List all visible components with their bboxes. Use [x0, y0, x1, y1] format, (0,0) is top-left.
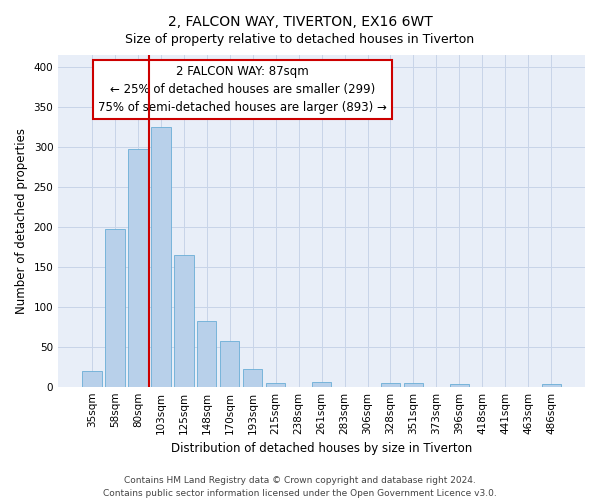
- Text: Contains HM Land Registry data © Crown copyright and database right 2024.
Contai: Contains HM Land Registry data © Crown c…: [103, 476, 497, 498]
- Bar: [82, 370, 101, 386]
- Bar: [381, 382, 400, 386]
- Bar: [151, 127, 170, 386]
- Bar: [128, 148, 148, 386]
- Bar: [243, 369, 262, 386]
- Bar: [174, 255, 194, 386]
- Text: Size of property relative to detached houses in Tiverton: Size of property relative to detached ho…: [125, 32, 475, 46]
- Bar: [449, 384, 469, 386]
- Bar: [542, 384, 561, 386]
- Bar: [312, 382, 331, 386]
- Text: 2, FALCON WAY, TIVERTON, EX16 6WT: 2, FALCON WAY, TIVERTON, EX16 6WT: [167, 15, 433, 29]
- Bar: [197, 321, 217, 386]
- Text: 2 FALCON WAY: 87sqm
← 25% of detached houses are smaller (299)
75% of semi-detac: 2 FALCON WAY: 87sqm ← 25% of detached ho…: [98, 65, 387, 114]
- Bar: [266, 382, 286, 386]
- Bar: [105, 229, 125, 386]
- Bar: [404, 382, 423, 386]
- X-axis label: Distribution of detached houses by size in Tiverton: Distribution of detached houses by size …: [171, 442, 472, 455]
- Bar: [220, 341, 239, 386]
- Y-axis label: Number of detached properties: Number of detached properties: [15, 128, 28, 314]
